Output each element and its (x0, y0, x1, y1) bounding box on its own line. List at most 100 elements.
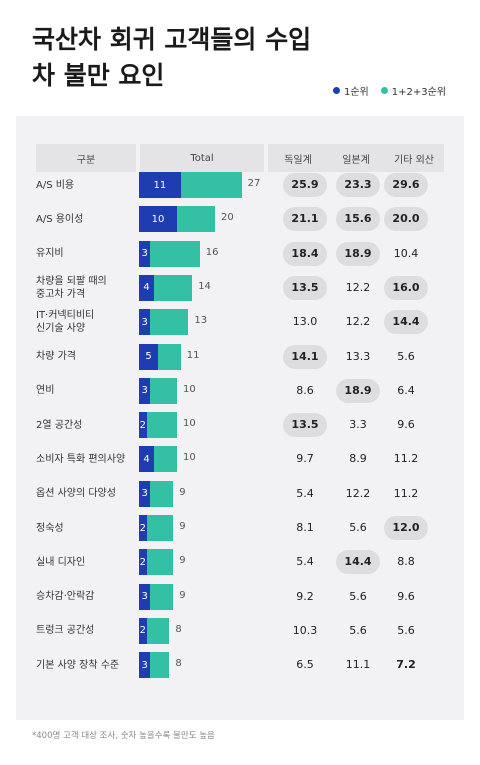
header-category: 구분 (36, 144, 136, 172)
row-label: 기본 사양 장착 수준 (36, 659, 119, 672)
value-highlight (283, 173, 327, 197)
row-label-line: A/S 비용 (36, 179, 75, 191)
bar-total-label: 10 (183, 452, 196, 464)
value-highlight (283, 275, 327, 300)
table-value: 11.2 (393, 452, 419, 466)
table-value: 9.2 (296, 589, 314, 603)
chart-title: 국산차 회귀 고객들의 수입차 불만 요인 (32, 25, 312, 90)
value-highlight (384, 516, 428, 540)
table-value: 10.4 (393, 246, 419, 260)
bar-total-label: 11 (186, 349, 200, 361)
value-highlight (336, 173, 380, 197)
footnote: *400명 고객 대상 조사, 숫자 높을수록 불만도 높음 (32, 731, 215, 741)
row-label: 옵션 사양의 다양성 (36, 487, 116, 500)
legend-label-total: 1+2+3순위 (391, 87, 446, 98)
bar-total-label: 14 (198, 280, 211, 292)
bar-total-label: 10 (183, 383, 196, 395)
row-label: 2열 공간성 (36, 419, 82, 432)
value-highlight (384, 207, 428, 232)
bar-first: 11 (139, 172, 181, 198)
table-value: 23.3 (344, 178, 372, 191)
table-value: 9.7 (296, 452, 314, 466)
row-label-line: IT·커넥티비티 (36, 310, 95, 322)
bar-total-label: 16 (205, 246, 219, 258)
bar-first: 2 (139, 549, 147, 576)
bar-first: 4 (139, 274, 155, 301)
bar-total-label: 20 (221, 212, 234, 224)
bar-first: 4 (139, 446, 155, 473)
bar-first: 3 (139, 480, 151, 507)
value-highlight (336, 241, 380, 266)
table-value: 12.2 (345, 280, 371, 294)
table-value: 20.0 (392, 212, 420, 226)
table-value: 13.3 (345, 349, 371, 363)
table-value: 12.2 (345, 486, 371, 500)
legend-swatch-first (332, 87, 340, 94)
legend-item-total: 1+2+3순위 (380, 83, 446, 98)
row-label-line: 트렁크 공간성 (36, 625, 95, 637)
header-origin-group: 독일계 일본계 기타 외산 (268, 144, 444, 172)
table-value: 13.5 (291, 418, 319, 432)
row-label-line: 실내 디자인 (36, 556, 86, 568)
row-label: 승차감·안락감 (36, 590, 94, 603)
bar-total-label: 9 (179, 589, 186, 601)
header-total: Total (140, 144, 264, 172)
value-highlight (283, 344, 327, 369)
table-value: 18.9 (344, 246, 372, 260)
table-value: 5.4 (296, 555, 314, 569)
row-label: 차량을 되팔 때의 중고차 가격 (36, 275, 107, 301)
legend-item-first: 1순위 (332, 83, 369, 98)
bar-first: 2 (139, 412, 147, 439)
row-label-line: 정숙성 (36, 522, 64, 534)
row-label: A/S 용이성 (36, 213, 83, 226)
table-value: 5.6 (397, 349, 415, 363)
table-value: 9.6 (397, 589, 415, 603)
header-other: 기타 외산 (394, 154, 434, 166)
table-value: 18.9 (344, 383, 372, 397)
bar-total-label: 8 (175, 623, 182, 635)
row-label: A/S 비용 (36, 179, 74, 192)
value-highlight (283, 241, 327, 266)
bar-first: 5 (139, 343, 158, 370)
table-value: 5.6 (397, 623, 415, 637)
table-value: 8.6 (296, 383, 314, 397)
table-value: 29.6 (392, 178, 420, 191)
legend: 1순위 1+2+3순위 (332, 83, 446, 98)
row-label: 정숙성 (36, 522, 64, 535)
table-value: 9.6 (397, 418, 415, 432)
row-label: 실내 디자인 (36, 556, 85, 569)
table-value: 21.1 (291, 212, 319, 226)
bar-first: 3 (139, 583, 151, 610)
row-label: 차량 가격 (36, 350, 76, 363)
value-highlight (283, 413, 327, 438)
table-value: 8.9 (349, 452, 367, 466)
row-label-line: 차량을 되팔 때의 (36, 275, 107, 287)
table-value: 13.5 (291, 280, 319, 294)
table-value: 16.0 (392, 280, 420, 294)
bar-total-label: 9 (179, 555, 186, 567)
bar-total-label: 10 (183, 418, 196, 430)
row-label-line: 기본 사양 장착 수준 (36, 659, 120, 671)
table-value: 18.4 (291, 246, 319, 260)
table-value: 25.9 (291, 178, 319, 191)
table-value: 3.3 (349, 418, 367, 432)
row-label-line: 연비 (36, 385, 55, 397)
table-value: 5.6 (349, 521, 367, 534)
bar-first: 3 (139, 240, 151, 267)
bar-total-label: 9 (179, 521, 186, 532)
value-highlight (336, 378, 380, 403)
value-highlight (384, 173, 428, 197)
table-value: 8.1 (296, 521, 314, 534)
bar-first: 10 (139, 206, 177, 233)
row-label: 소비자 특화 편의사양 (36, 453, 125, 466)
bar-first: 3 (139, 377, 151, 404)
bar-total-label: 13 (194, 315, 208, 327)
bar-first: 2 (139, 515, 147, 541)
table-value: 6.5 (296, 658, 314, 672)
table-value: 5.6 (349, 623, 367, 637)
value-highlight (384, 310, 428, 335)
table-value: 13.0 (292, 315, 318, 329)
table-value: 5.4 (296, 486, 314, 500)
table-value: 11.2 (393, 486, 419, 500)
bar-total-label: 9 (179, 486, 186, 498)
